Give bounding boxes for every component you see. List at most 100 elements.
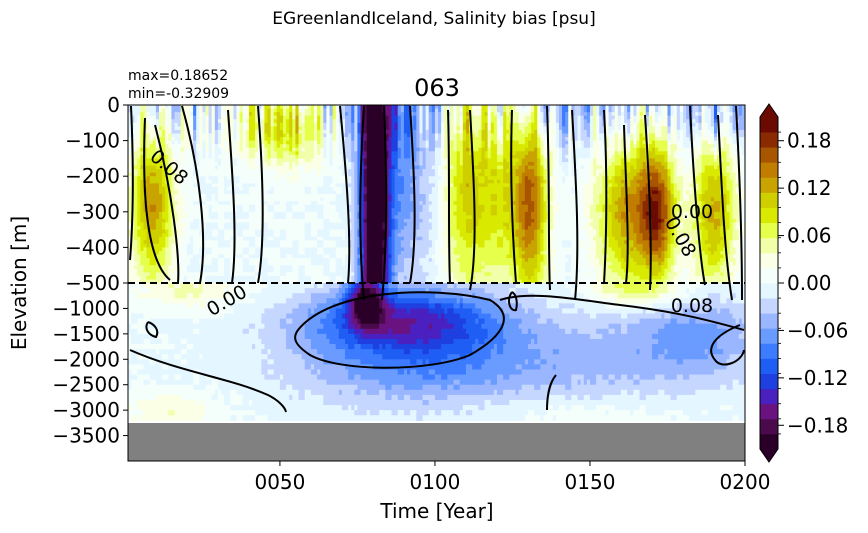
heatmap-cell xyxy=(159,179,163,184)
heatmap-cell xyxy=(196,250,200,256)
heatmap-cells xyxy=(128,105,745,421)
heatmap-cell xyxy=(171,261,176,266)
heatmap-cell xyxy=(137,190,141,195)
heatmap-cell xyxy=(155,333,160,340)
heatmap-cell xyxy=(177,208,182,213)
heatmap-cell xyxy=(171,179,176,184)
heatmap-cell xyxy=(168,389,173,396)
heatmap-cell xyxy=(196,108,200,113)
heatmap-cell xyxy=(152,384,157,391)
heatmap-cell xyxy=(183,176,188,181)
heatmap-cell xyxy=(152,328,157,335)
heatmap-cell xyxy=(199,247,204,252)
heatmap-cell xyxy=(143,410,148,416)
heatmap-cell xyxy=(159,308,163,315)
heatmap-cell xyxy=(143,394,148,401)
heatmap-cell xyxy=(183,247,188,252)
heatmap-cell xyxy=(186,399,191,406)
heatmap-cell xyxy=(177,279,182,284)
heatmap-cell xyxy=(193,226,197,231)
heatmap-cell xyxy=(140,133,145,138)
heatmap-cell xyxy=(155,384,160,391)
heatmap-cell xyxy=(128,165,132,170)
heatmap-cell xyxy=(183,144,188,149)
heatmap-cell xyxy=(193,283,197,289)
heatmap-cell xyxy=(152,115,157,120)
heatmap-cell xyxy=(177,194,182,199)
heatmap-cell xyxy=(146,313,151,320)
heatmap-cell xyxy=(183,318,188,325)
heatmap-cell xyxy=(131,338,135,345)
heatmap-cell xyxy=(165,197,169,202)
heatmap-cell xyxy=(171,338,176,345)
heatmap-cell xyxy=(199,194,204,199)
heatmap-cell xyxy=(196,129,200,135)
heatmap-cell xyxy=(143,215,148,220)
heatmap-cell xyxy=(202,379,207,386)
heatmap-cell xyxy=(199,233,204,238)
heatmap-cell xyxy=(134,333,138,340)
heatmap-cell xyxy=(155,126,160,131)
heatmap-cell xyxy=(193,354,197,360)
heatmap-cell xyxy=(131,354,135,360)
heatmap-cell xyxy=(155,308,160,315)
heatmap-cell xyxy=(134,172,138,177)
heatmap-cell xyxy=(190,338,194,345)
heatmap-cell xyxy=(155,318,160,325)
heatmap-cell xyxy=(134,112,138,117)
heatmap-cell xyxy=(146,389,151,396)
heatmap-cell xyxy=(128,208,132,213)
heatmap-cell xyxy=(183,236,188,241)
heatmap-cell xyxy=(202,354,207,360)
heatmap-cell xyxy=(199,190,204,195)
heatmap-cell xyxy=(143,105,148,110)
heatmap-cell xyxy=(183,313,188,320)
heatmap-cell xyxy=(174,354,179,360)
heatmap-cell xyxy=(180,240,185,245)
heatmap-cell xyxy=(162,410,166,416)
heatmap-cell xyxy=(162,176,166,181)
heatmap-cell xyxy=(177,308,182,315)
heatmap-cell xyxy=(202,169,207,174)
heatmap-cell xyxy=(140,154,145,159)
heatmap-cell xyxy=(171,158,176,163)
heatmap-cell xyxy=(177,344,182,350)
heatmap-cell xyxy=(183,261,188,266)
heatmap-cell xyxy=(171,119,176,124)
heatmap-cell xyxy=(190,158,194,163)
heatmap-cell xyxy=(193,233,197,238)
heatmap-cell xyxy=(165,151,169,156)
heatmap-cell xyxy=(205,112,210,117)
heatmap-cell xyxy=(171,240,176,245)
heatmap-cell xyxy=(174,133,179,138)
heatmap-cell xyxy=(168,129,173,135)
heatmap-cell xyxy=(162,369,166,376)
heatmap-cell xyxy=(171,194,176,199)
heatmap-cell xyxy=(149,215,154,220)
heatmap-cell xyxy=(149,405,154,411)
heatmap-cell xyxy=(155,313,160,320)
heatmap-cell xyxy=(165,105,169,110)
heatmap-cell xyxy=(143,323,148,330)
heatmap-cell xyxy=(186,215,191,220)
heatmap-cell xyxy=(168,201,173,206)
heatmap-cell xyxy=(174,328,179,335)
heatmap-cell xyxy=(152,144,157,149)
heatmap-cell xyxy=(196,222,200,227)
heatmap-cell xyxy=(146,265,151,270)
heatmap-cell xyxy=(196,254,200,259)
heatmap-cell xyxy=(168,308,173,315)
heatmap-cell xyxy=(128,293,132,299)
heatmap-cell xyxy=(199,384,204,391)
heatmap-cell xyxy=(131,405,135,411)
heatmap-cell xyxy=(168,254,173,259)
heatmap-cell xyxy=(146,293,151,299)
heatmap-cell xyxy=(174,349,179,355)
heatmap-cell xyxy=(131,265,135,270)
heatmap-cell xyxy=(159,165,163,170)
heatmap-cell xyxy=(162,298,166,304)
heatmap-cell xyxy=(152,243,157,248)
heatmap-cell xyxy=(168,147,173,152)
heatmap-cell xyxy=(149,140,154,145)
heatmap-cell xyxy=(180,261,185,266)
